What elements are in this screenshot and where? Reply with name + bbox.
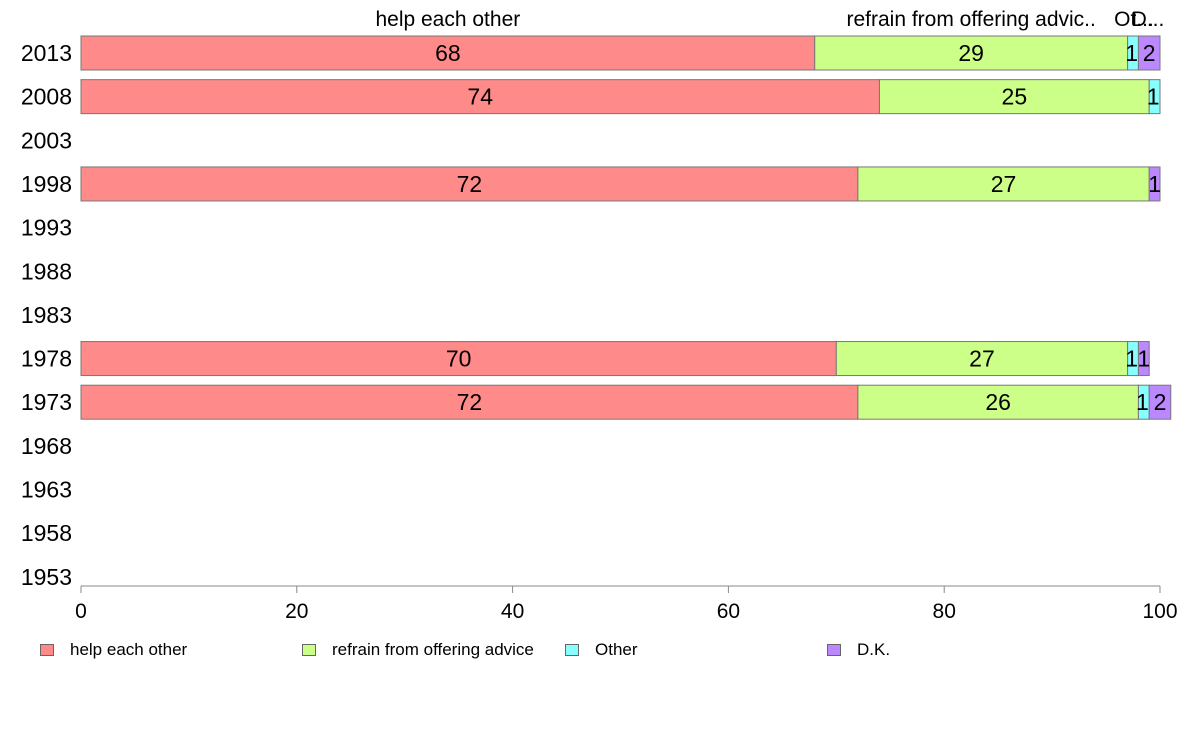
x-tick-label: 0 xyxy=(75,600,87,623)
year-label: 1998 xyxy=(21,171,72,197)
data-label: 26 xyxy=(985,389,1011,415)
year-label: 1983 xyxy=(21,302,72,328)
stacked-bar-chart: help each other refrain from offering adv… xyxy=(21,8,1178,623)
bar-segment xyxy=(814,35,1129,71)
legend-item: Other xyxy=(565,638,638,662)
year-label: 1968 xyxy=(21,433,72,459)
data-label: 25 xyxy=(1002,84,1028,110)
legend-swatch xyxy=(40,644,54,656)
legend-label: refrain from offering advice xyxy=(332,640,534,659)
legend-swatch xyxy=(302,644,316,656)
x-tick-label: 80 xyxy=(933,600,956,623)
data-label: 1 xyxy=(1125,346,1138,372)
bar-segment xyxy=(857,166,1150,202)
data-label: 1 xyxy=(1136,389,1149,415)
bar-segment xyxy=(80,79,880,115)
data-label: 72 xyxy=(457,389,483,415)
year-label: 2008 xyxy=(21,84,72,110)
data-label: 68 xyxy=(435,40,461,66)
bar-segment xyxy=(857,384,1139,420)
series-header-label: Ot... xyxy=(1114,8,1154,31)
legend-item: D.K. xyxy=(827,638,890,662)
bar-segment xyxy=(80,384,859,420)
data-label: 70 xyxy=(446,346,472,372)
series-header-label: D... xyxy=(1132,8,1165,31)
data-label: 1 xyxy=(1147,84,1160,110)
data-label: 2 xyxy=(1154,389,1167,415)
legend: help each other refrain from offering adv… xyxy=(0,638,1188,662)
series-header-label: help each other xyxy=(375,8,520,31)
year-label: 1973 xyxy=(21,389,72,415)
data-label: 27 xyxy=(969,346,995,372)
year-label: 1953 xyxy=(21,564,72,590)
bar-segment xyxy=(1148,166,1161,202)
data-label: 1 xyxy=(1137,346,1150,372)
x-tick-label: 60 xyxy=(717,600,740,623)
legend-label: D.K. xyxy=(857,640,891,659)
legend-swatch xyxy=(827,644,841,656)
bar-segment xyxy=(1148,79,1161,115)
series-header-label: refrain from offering advic.. xyxy=(846,8,1095,31)
data-label: 2 xyxy=(1143,40,1156,66)
legend-swatch xyxy=(565,644,579,656)
year-label: 2003 xyxy=(21,127,72,153)
year-label: 1963 xyxy=(21,477,72,503)
data-label: 27 xyxy=(991,171,1017,197)
x-tick-label: 100 xyxy=(1142,600,1177,623)
year-label: 2013 xyxy=(21,40,72,66)
legend-item: refrain from offering advice xyxy=(302,638,534,662)
year-label: 1958 xyxy=(21,520,72,546)
year-label: 1993 xyxy=(21,215,72,241)
year-label: 1988 xyxy=(21,258,72,284)
data-label: 1 xyxy=(1148,171,1161,197)
bar-segment xyxy=(1137,35,1161,71)
x-tick-label: 20 xyxy=(285,600,308,623)
data-label: 1 xyxy=(1125,40,1138,66)
data-label: 29 xyxy=(958,40,984,66)
bar-segment xyxy=(1137,341,1150,377)
data-label: 74 xyxy=(467,84,493,110)
bar-segment xyxy=(1148,384,1172,420)
year-label: 1978 xyxy=(21,346,72,372)
legend-label: help each other xyxy=(70,640,188,659)
legend-label: Other xyxy=(595,640,638,659)
bar-segment xyxy=(835,341,1129,377)
bar-segment xyxy=(80,341,837,377)
data-label: 72 xyxy=(457,171,483,197)
legend-item: help each other xyxy=(40,638,187,662)
x-tick-label: 40 xyxy=(501,600,524,623)
